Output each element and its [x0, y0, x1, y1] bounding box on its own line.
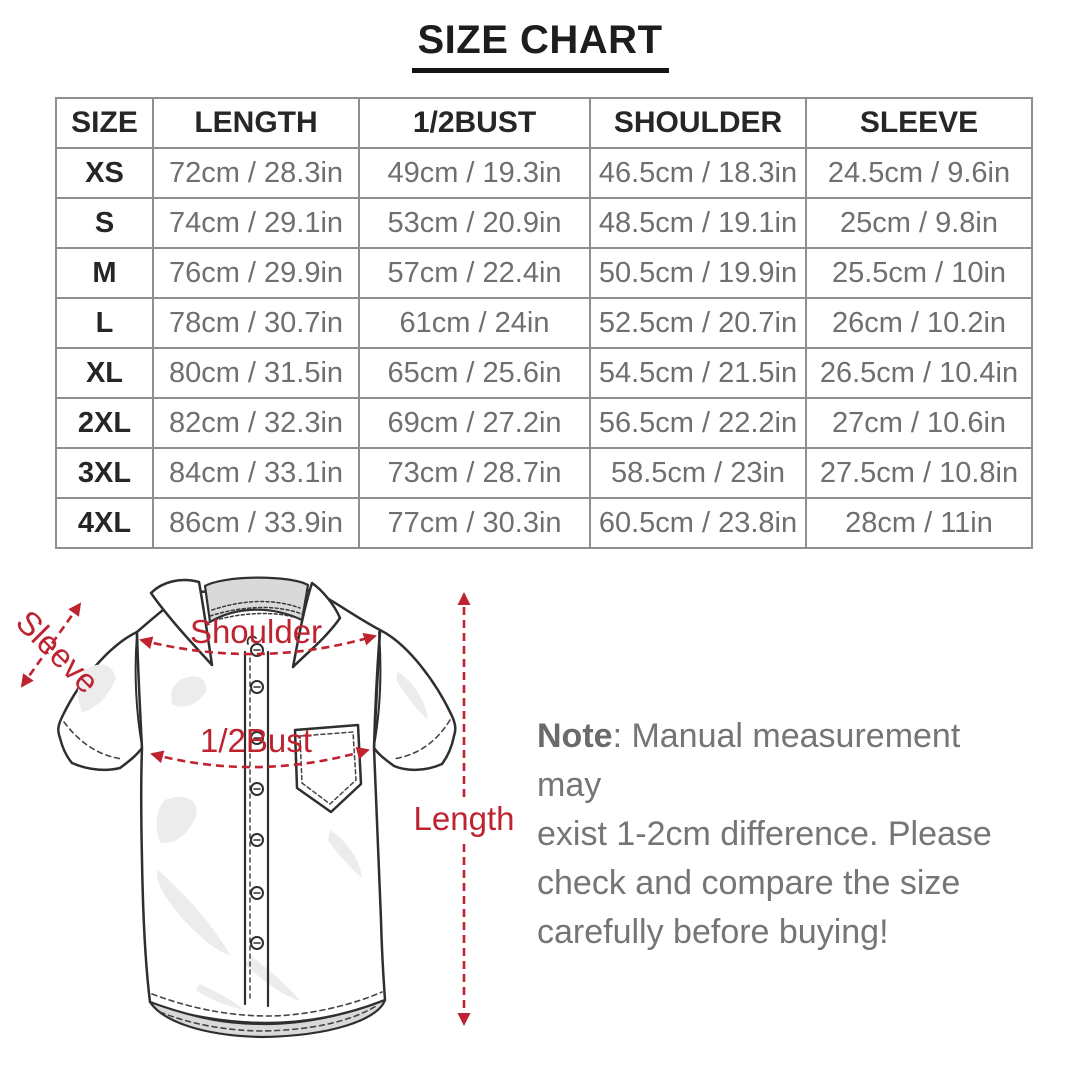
- table-cell: 61cm / 24in: [358, 297, 591, 349]
- sleeve-measure-line: [20, 602, 82, 688]
- table-cell: 65cm / 25.6in: [358, 347, 591, 399]
- table-row: L 78cm / 30.7in 61cm / 24in 52.5cm / 20.…: [55, 297, 1033, 349]
- table-cell: 46.5cm / 18.3in: [589, 147, 807, 199]
- header-cell-halfbust: 1/2BUST: [358, 97, 591, 149]
- header-cell-size: SIZE: [55, 97, 154, 149]
- table-cell: 4XL: [55, 497, 154, 549]
- header-cell-length: LENGTH: [152, 97, 360, 149]
- table-cell: 84cm / 33.1in: [152, 447, 360, 499]
- table-cell: 72cm / 28.3in: [152, 147, 360, 199]
- shirt-illustration: [57, 576, 457, 1039]
- note-line: exist 1-2cm difference. Please: [537, 815, 992, 853]
- table-cell: 52.5cm / 20.7in: [589, 297, 807, 349]
- table-cell: 26.5cm / 10.4in: [805, 347, 1033, 399]
- table-row: 3XL 84cm / 33.1in 73cm / 28.7in 58.5cm /…: [55, 447, 1033, 499]
- table-cell: 54.5cm / 21.5in: [589, 347, 807, 399]
- table-cell: 26cm / 10.2in: [805, 297, 1033, 349]
- shirt-measurement-diagram: Sleeve Shoulder 1/2Bust Length: [9, 576, 515, 1039]
- table-cell: 53cm / 20.9in: [358, 197, 591, 249]
- table-cell: S: [55, 197, 154, 249]
- table-cell: 3XL: [55, 447, 154, 499]
- table-cell: 24.5cm / 9.6in: [805, 147, 1033, 199]
- table-row: XS 72cm / 28.3in 49cm / 19.3in 46.5cm / …: [55, 147, 1033, 199]
- table-cell: 77cm / 30.3in: [358, 497, 591, 549]
- shoulder-label: Shoulder: [190, 613, 322, 650]
- table-cell: 25.5cm / 10in: [805, 247, 1033, 299]
- table-cell: M: [55, 247, 154, 299]
- table-cell: 2XL: [55, 397, 154, 449]
- half-bust-label: 1/2Bust: [200, 722, 312, 759]
- table-cell: 27cm / 10.6in: [805, 397, 1033, 449]
- table-cell: 86cm / 33.9in: [152, 497, 360, 549]
- table-cell: 57cm / 22.4in: [358, 247, 591, 299]
- note-label: Note: [537, 717, 613, 755]
- table-row: 2XL 82cm / 32.3in 69cm / 27.2in 56.5cm /…: [55, 397, 1033, 449]
- table-cell: 27.5cm / 10.8in: [805, 447, 1033, 499]
- size-chart-table: SIZE LENGTH 1/2BUST SHOULDER SLEEVE XS 7…: [55, 97, 1033, 549]
- table-cell: L: [55, 297, 154, 349]
- table-row: S 74cm / 29.1in 53cm / 20.9in 48.5cm / 1…: [55, 197, 1033, 249]
- table-row: XL 80cm / 31.5in 65cm / 25.6in 54.5cm / …: [55, 347, 1033, 399]
- chest-pocket: [293, 723, 363, 814]
- table-cell: 56.5cm / 22.2in: [589, 397, 807, 449]
- shirt-hem: [148, 998, 387, 1039]
- page-title: SIZE CHART: [411, 18, 669, 73]
- table-cell: XL: [55, 347, 154, 399]
- button-placket: [243, 650, 270, 1008]
- table-cell: 28cm / 11in: [805, 497, 1033, 549]
- shoulder-measure-line: [139, 632, 377, 656]
- note-line: check and compare the size: [537, 864, 961, 902]
- length-label: Length: [414, 800, 515, 837]
- title-container: SIZE CHART: [0, 18, 1080, 73]
- table-cell: 74cm / 29.1in: [152, 197, 360, 249]
- note-line: carefully before buying!: [537, 913, 889, 951]
- measurement-note: Note: Manual measurement may exist 1-2cm…: [537, 712, 1017, 957]
- header-cell-shoulder: SHOULDER: [589, 97, 807, 149]
- table-cell: 49cm / 19.3in: [358, 147, 591, 199]
- table-cell: 50.5cm / 19.9in: [589, 247, 807, 299]
- bust-measure-line: [150, 746, 370, 769]
- table-cell: 25cm / 9.8in: [805, 197, 1033, 249]
- table-row: 4XL 86cm / 33.9in 77cm / 30.3in 60.5cm /…: [55, 497, 1033, 549]
- table-cell: 48.5cm / 19.1in: [589, 197, 807, 249]
- table-cell: 82cm / 32.3in: [152, 397, 360, 449]
- table-cell: 80cm / 31.5in: [152, 347, 360, 399]
- wrinkle-shading: [77, 664, 428, 1010]
- header-row: SIZE LENGTH 1/2BUST SHOULDER SLEEVE: [55, 97, 1033, 149]
- table-cell: 76cm / 29.9in: [152, 247, 360, 299]
- buttons: [250, 643, 264, 950]
- table-cell: 69cm / 27.2in: [358, 397, 591, 449]
- table-cell: 58.5cm / 23in: [589, 447, 807, 499]
- table-row: M 76cm / 29.9in 57cm / 22.4in 50.5cm / 1…: [55, 247, 1033, 299]
- header-cell-sleeve: SLEEVE: [805, 97, 1033, 149]
- table-cell: 60.5cm / 23.8in: [589, 497, 807, 549]
- note-line: Note: Manual measurement may: [537, 717, 961, 804]
- measurement-annotations: [20, 592, 471, 1026]
- table-cell: XS: [55, 147, 154, 199]
- table-cell: 73cm / 28.7in: [358, 447, 591, 499]
- table-cell: 78cm / 30.7in: [152, 297, 360, 349]
